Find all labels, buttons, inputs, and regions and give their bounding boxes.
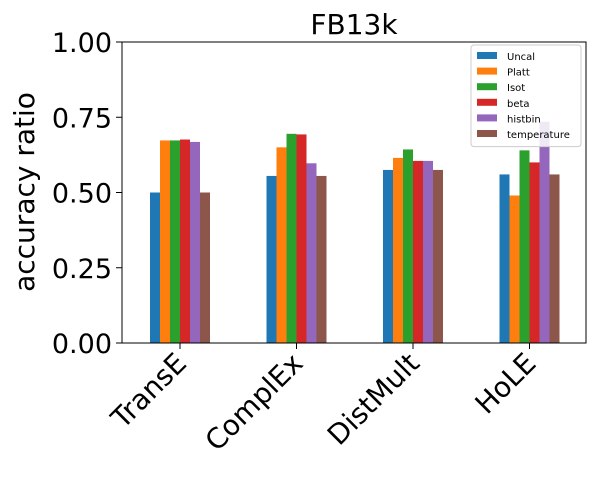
legend-label-isot: Isot (507, 83, 525, 94)
bars-group (150, 121, 560, 344)
bar-beta-transe (180, 139, 190, 343)
legend: Uncal Platt Isot beta histbin temperature (470, 44, 582, 148)
legend-label-beta: beta (507, 99, 530, 110)
y-tick-label: 0.50 (52, 179, 112, 210)
bar-temperature-transe (200, 192, 210, 343)
legend-swatch-uncal (477, 52, 497, 59)
bar-isot-transe (170, 140, 180, 343)
plot-frame (121, 41, 587, 344)
legend-label-uncal: Uncal (507, 52, 535, 63)
bar-uncal-hole (499, 174, 510, 343)
bar-temperature-distmult (433, 169, 443, 343)
bar-temperature-hole (549, 174, 560, 343)
legend-label-platt: Platt (507, 68, 530, 79)
bar-uncal-complex (266, 175, 277, 343)
bar-beta-hole (529, 162, 540, 343)
y-tick-label: 0.00 (52, 329, 112, 360)
y-axis: 0.00 0.25 0.50 0.75 1.00 (52, 28, 122, 360)
legend-label-temperature: temperature (507, 130, 570, 141)
bar-histbin-distmult (423, 160, 433, 343)
y-tick-label: 0.25 (52, 254, 112, 285)
y-axis-label: accuracy ratio (8, 92, 41, 292)
bar-histbin-hole (539, 121, 550, 344)
chart-title: FB13k (310, 8, 398, 41)
legend-swatch-platt (477, 67, 497, 75)
bar-isot-distmult (403, 149, 413, 343)
legend-swatch-histbin (477, 114, 497, 122)
y-tick-label: 1.00 (52, 28, 112, 59)
legend-swatch-temperature (477, 130, 497, 137)
y-tick-label: 0.75 (52, 103, 112, 134)
bar-beta-complex (296, 134, 307, 343)
bar-histbin-transe (190, 141, 200, 343)
bar-uncal-distmult (383, 169, 393, 343)
bar-temperature-complex (316, 175, 327, 343)
legend-swatch-isot (477, 83, 497, 91)
bar-isot-complex (286, 133, 297, 343)
bar-platt-transe (160, 140, 170, 343)
legend-label-histbin: histbin (507, 114, 541, 125)
bar-platt-hole (509, 195, 520, 343)
bar-histbin-complex (306, 163, 317, 343)
legend-box (470, 44, 582, 148)
legend-swatch-beta (477, 98, 497, 106)
bar-beta-distmult (413, 160, 423, 343)
bar-isot-hole (519, 150, 530, 343)
bar-uncal-transe (150, 192, 160, 343)
bar-platt-complex (276, 147, 287, 343)
bar-platt-distmult (393, 157, 403, 343)
